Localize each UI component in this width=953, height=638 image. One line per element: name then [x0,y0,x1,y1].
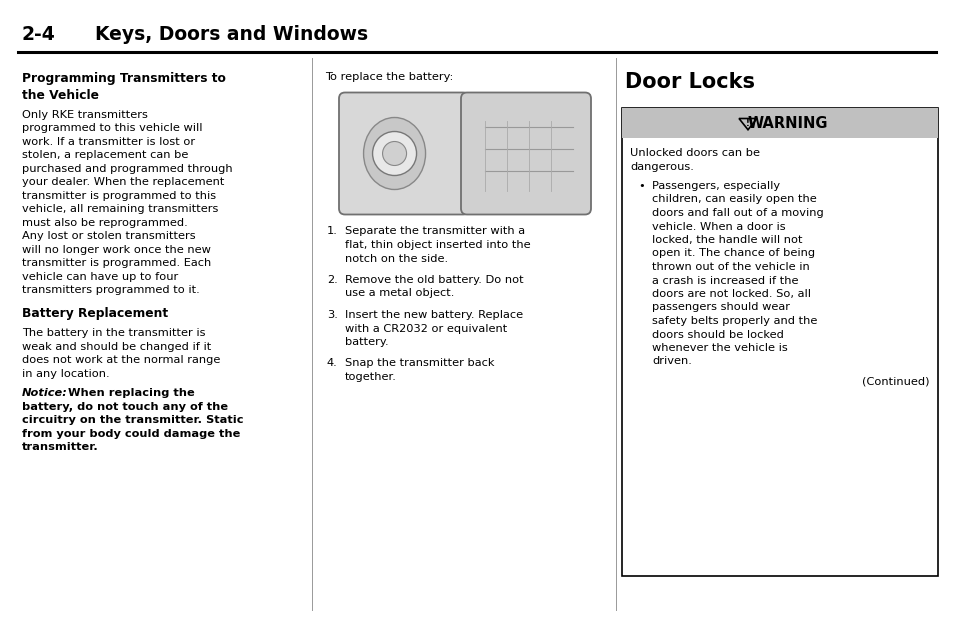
Text: transmitter is programmed. Each: transmitter is programmed. Each [22,258,211,268]
Text: together.: together. [345,372,396,382]
Text: thrown out of the vehicle in: thrown out of the vehicle in [651,262,809,272]
Text: When replacing the: When replacing the [60,389,194,398]
Text: 2-4: 2-4 [22,26,55,45]
Text: doors should be locked: doors should be locked [651,329,783,339]
Text: doors and fall out of a moving: doors and fall out of a moving [651,208,822,218]
Text: dangerous.: dangerous. [629,161,693,172]
Text: transmitter is programmed to this: transmitter is programmed to this [22,191,216,201]
Text: Programming Transmitters to: Programming Transmitters to [22,72,226,85]
Text: weak and should be changed if it: weak and should be changed if it [22,342,211,352]
Text: whenever the vehicle is: whenever the vehicle is [651,343,787,353]
Text: flat, thin object inserted into the: flat, thin object inserted into the [345,240,530,250]
Text: the Vehicle: the Vehicle [22,89,99,102]
Text: programmed to this vehicle will: programmed to this vehicle will [22,123,202,133]
Text: does not work at the normal range: does not work at the normal range [22,355,220,366]
Text: transmitters programmed to it.: transmitters programmed to it. [22,285,199,295]
Text: Passengers, especially: Passengers, especially [651,181,780,191]
Text: doors are not locked. So, all: doors are not locked. So, all [651,289,810,299]
Text: driven.: driven. [651,357,691,366]
Text: To replace the battery:: To replace the battery: [325,72,453,82]
FancyBboxPatch shape [338,93,469,214]
Text: with a CR2032 or equivalent: with a CR2032 or equivalent [345,323,507,334]
Text: Keys, Doors and Windows: Keys, Doors and Windows [95,26,368,45]
Text: !: ! [745,119,749,128]
Text: stolen, a replacement can be: stolen, a replacement can be [22,151,188,160]
Text: must also be reprogrammed.: must also be reprogrammed. [22,218,188,228]
Text: Remove the old battery. Do not: Remove the old battery. Do not [345,275,523,285]
Text: 2.: 2. [327,275,337,285]
Text: your dealer. When the replacement: your dealer. When the replacement [22,177,224,187]
Text: Insert the new battery. Replace: Insert the new battery. Replace [345,310,522,320]
Text: safety belts properly and the: safety belts properly and the [651,316,817,326]
Polygon shape [739,119,757,130]
Circle shape [382,142,406,165]
Text: vehicle can have up to four: vehicle can have up to four [22,272,178,282]
Text: Notice:: Notice: [22,389,68,398]
Text: will no longer work once the new: will no longer work once the new [22,245,211,255]
Text: (Continued): (Continued) [862,376,929,386]
Text: Only RKE transmitters: Only RKE transmitters [22,110,148,120]
Bar [621,108,937,576]
Bar [621,108,937,138]
Ellipse shape [363,117,425,189]
Text: from your body could damage the: from your body could damage the [22,429,240,439]
Text: battery, do not touch any of the: battery, do not touch any of the [22,402,228,412]
Text: passengers should wear: passengers should wear [651,302,789,313]
Text: transmitter.: transmitter. [22,442,99,452]
Text: children, can easily open the: children, can easily open the [651,195,816,205]
FancyBboxPatch shape [460,93,590,214]
Text: 4.: 4. [327,359,337,369]
Text: The battery in the transmitter is: The battery in the transmitter is [22,329,205,338]
Text: circuitry on the transmitter. Static: circuitry on the transmitter. Static [22,415,243,426]
Text: 1.: 1. [327,226,337,237]
Text: notch on the side.: notch on the side. [345,253,448,263]
Text: in any location.: in any location. [22,369,110,379]
Text: locked, the handle will not: locked, the handle will not [651,235,801,245]
Text: battery.: battery. [345,337,388,347]
Text: vehicle. When a door is: vehicle. When a door is [651,221,785,232]
Text: Snap the transmitter back: Snap the transmitter back [345,359,494,369]
Text: •: • [638,181,644,191]
Circle shape [373,131,416,175]
Text: open it. The chance of being: open it. The chance of being [651,248,814,258]
Text: 3.: 3. [327,310,337,320]
Text: a crash is increased if the: a crash is increased if the [651,276,798,285]
Text: Separate the transmitter with a: Separate the transmitter with a [345,226,524,237]
Text: purchased and programmed through: purchased and programmed through [22,164,233,174]
Text: Door Locks: Door Locks [624,72,754,92]
Text: WARNING: WARNING [747,115,827,131]
Text: vehicle, all remaining transmitters: vehicle, all remaining transmitters [22,204,218,214]
Text: Any lost or stolen transmitters: Any lost or stolen transmitters [22,231,195,241]
Text: work. If a transmitter is lost or: work. If a transmitter is lost or [22,137,195,147]
Text: Unlocked doors can be: Unlocked doors can be [629,148,760,158]
Text: Battery Replacement: Battery Replacement [22,307,168,320]
Text: use a metal object.: use a metal object. [345,288,454,299]
